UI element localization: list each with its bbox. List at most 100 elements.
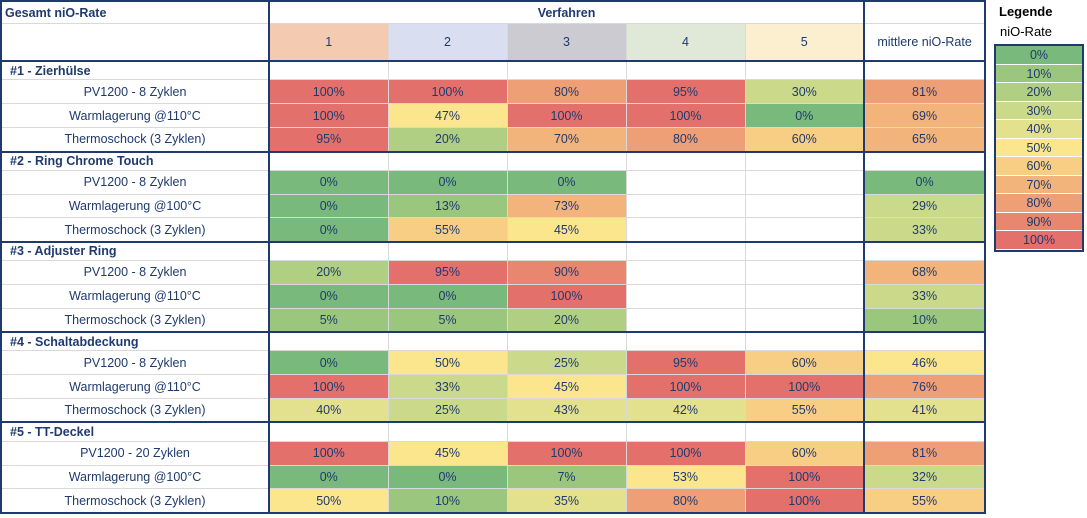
- row-label: PV1200 - 8 Zyklen: [0, 260, 270, 285]
- group-title: #4 - Schaltabdeckung: [0, 331, 270, 352]
- average-cell: 76%: [863, 374, 987, 400]
- row-label: PV1200 - 20 Zyklen: [0, 440, 270, 466]
- legend-item: 70%: [996, 175, 1082, 194]
- heatmap-cell: 0%: [268, 350, 389, 376]
- group-spacer-cell: [625, 60, 746, 81]
- average-cell: 81%: [863, 440, 987, 466]
- group-spacer-cell: [744, 421, 866, 442]
- heatmap-cell: 0%: [268, 217, 389, 243]
- legend-item: 30%: [996, 101, 1082, 120]
- heatmap-cell: 80%: [625, 127, 746, 153]
- group-title: #2 - Ring Chrome Touch: [0, 151, 270, 171]
- heatmap-cell: 0%: [268, 283, 389, 309]
- group-row: #5 - TT-Deckel: [0, 421, 987, 442]
- heatmap-cell: 95%: [625, 350, 746, 376]
- heatmap-cell: 10%: [387, 488, 508, 515]
- group-spacer-cell: [744, 331, 866, 352]
- heatmap-cell: 80%: [625, 488, 746, 515]
- heatmap-cell: 100%: [506, 440, 627, 466]
- row-label: Warmlagerung @100°C: [0, 464, 270, 490]
- group-row: #2 - Ring Chrome Touch: [0, 151, 987, 171]
- group-spacer-cell: [744, 151, 866, 171]
- group-spacer-cell: [863, 421, 987, 442]
- data-row: Warmlagerung @100°C 0% 13% 73% 29%: [0, 193, 987, 219]
- header-row: Gesamt niO-Rate Verfahren: [0, 0, 987, 25]
- group-row: #4 - Schaltabdeckung: [0, 331, 987, 352]
- group-spacer-cell: [506, 241, 627, 262]
- group-spacer-cell: [387, 331, 508, 352]
- legend-item: 80%: [996, 194, 1082, 213]
- group-spacer-cell: [625, 331, 746, 352]
- column-group-label: Verfahren: [268, 0, 866, 25]
- legend-box: 0% 10% 20% 30% 40% 50% 60% 70% 80% 90% 100%: [994, 44, 1084, 252]
- data-row: PV1200 - 8 Zyklen 100% 100% 80% 95% 30% 81%: [0, 79, 987, 105]
- average-cell: 68%: [863, 260, 987, 285]
- average-cell: 0%: [863, 169, 987, 195]
- heatmap-cell: 53%: [625, 464, 746, 490]
- heatmap-cell: 0%: [387, 169, 508, 195]
- group-title: #3 - Adjuster Ring: [0, 241, 270, 262]
- data-row: Thermoschock (3 Zyklen) 5% 5% 20% 10%: [0, 307, 987, 334]
- heatmap-cell: 100%: [506, 283, 627, 309]
- heatmap-cell: 33%: [387, 374, 508, 400]
- group-spacer-cell: [625, 241, 746, 262]
- heatmap-cell: 7%: [506, 464, 627, 490]
- heatmap-cell: 100%: [744, 464, 866, 490]
- average-cell: 10%: [863, 307, 987, 334]
- row-label: Thermoschock (3 Zyklen): [0, 398, 270, 424]
- heatmap-cell: [625, 169, 746, 195]
- heatmap-cell: 0%: [506, 169, 627, 195]
- row-label: Thermoschock (3 Zyklen): [0, 307, 270, 334]
- row-label: Warmlagerung @110°C: [0, 103, 270, 129]
- group-spacer-cell: [744, 60, 866, 81]
- heatmap-cell: [744, 260, 866, 285]
- heatmap-cell: [744, 307, 866, 334]
- group-row: #3 - Adjuster Ring: [0, 241, 987, 262]
- heatmap-cell: 100%: [625, 374, 746, 400]
- heatmap-cell: 45%: [506, 374, 627, 400]
- heatmap-table: Gesamt niO-Rate Verfahren 1 2 3 4 5 mittlere ni…: [0, 0, 987, 515]
- group-spacer-cell: [863, 241, 987, 262]
- heatmap-cell: 60%: [744, 440, 866, 466]
- heatmap-cell: [625, 217, 746, 243]
- row-label: Thermoschock (3 Zyklen): [0, 127, 270, 153]
- average-cell: 33%: [863, 217, 987, 243]
- group-spacer-cell: [506, 151, 627, 171]
- group-spacer-cell: [268, 151, 389, 171]
- column-header-2: 2: [387, 23, 508, 63]
- heatmap-cell: 55%: [387, 217, 508, 243]
- heatmap-cell: 60%: [744, 350, 866, 376]
- column-header-4: 4: [625, 23, 746, 63]
- average-cell: 29%: [863, 193, 987, 219]
- row-label: Warmlagerung @110°C: [0, 374, 270, 400]
- heatmap-cell: 5%: [387, 307, 508, 334]
- header-empty: [863, 0, 987, 25]
- column-header-5: 5: [744, 23, 866, 63]
- data-row: Warmlagerung @110°C 0% 0% 100% 33%: [0, 283, 987, 309]
- heatmap-cell: 0%: [744, 103, 866, 129]
- row-label: Warmlagerung @110°C: [0, 283, 270, 309]
- average-cell: 55%: [863, 488, 987, 515]
- heatmap-cell: 20%: [506, 307, 627, 334]
- heatmap-cell: [625, 193, 746, 219]
- average-cell: 32%: [863, 464, 987, 490]
- legend-item: 40%: [996, 120, 1082, 139]
- data-row: PV1200 - 8 Zyklen 0% 50% 25% 95% 60% 46%: [0, 350, 987, 376]
- legend-item: 50%: [996, 138, 1082, 157]
- heatmap-cell: 0%: [387, 283, 508, 309]
- heatmap-cell: 100%: [268, 374, 389, 400]
- data-row: PV1200 - 20 Zyklen 100% 45% 100% 100% 60% 81%: [0, 440, 987, 466]
- group-spacer-cell: [387, 151, 508, 171]
- row-label: Thermoschock (3 Zyklen): [0, 217, 270, 243]
- group-spacer-cell: [268, 331, 389, 352]
- group-spacer-cell: [863, 60, 987, 81]
- group-row: #1 - Zierhülse: [0, 60, 987, 81]
- group-spacer-cell: [863, 331, 987, 352]
- heatmap-cell: 100%: [268, 440, 389, 466]
- data-row: Thermoschock (3 Zyklen) 0% 55% 45% 33%: [0, 217, 987, 243]
- group-spacer-cell: [268, 421, 389, 442]
- heatmap-cell: 40%: [268, 398, 389, 424]
- heatmap-cell: 25%: [506, 350, 627, 376]
- header-blank: [0, 23, 270, 63]
- heatmap-cell: 13%: [387, 193, 508, 219]
